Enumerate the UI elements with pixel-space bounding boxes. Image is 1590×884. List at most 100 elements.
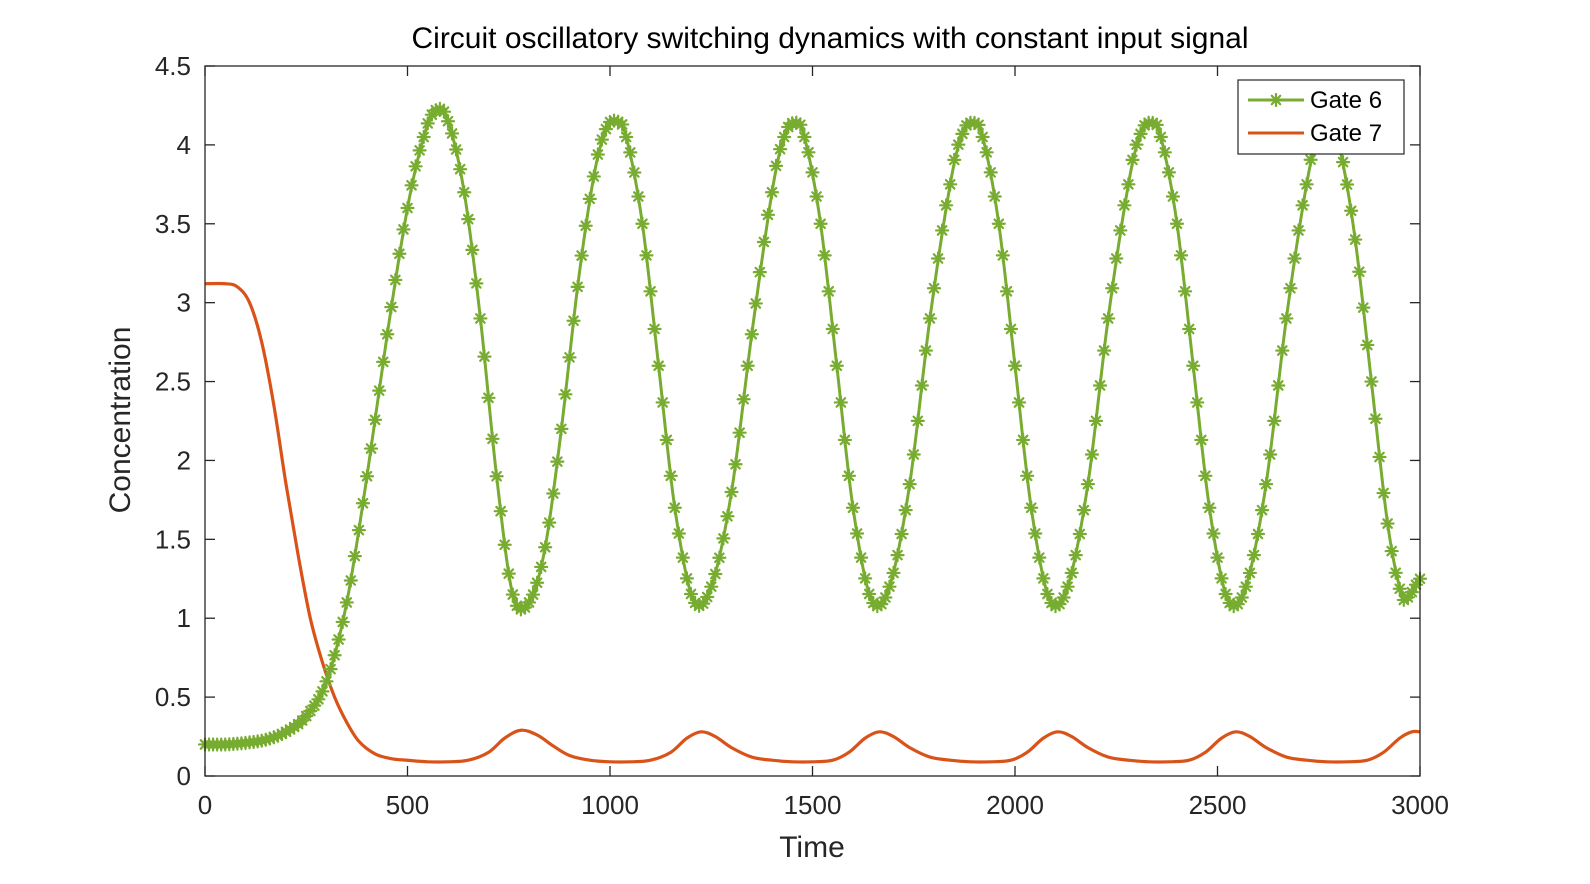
data-point-marker <box>1165 189 1181 204</box>
data-point-marker <box>1072 526 1087 542</box>
data-point-marker <box>1036 571 1051 586</box>
data-point-marker <box>319 674 334 689</box>
data-point-marker <box>582 191 597 206</box>
x-axis-title: Time <box>779 831 845 864</box>
data-point-marker <box>898 503 913 518</box>
data-point-marker <box>465 242 480 258</box>
data-point-marker <box>347 549 362 564</box>
data-point-marker <box>995 248 1010 263</box>
data-point-marker <box>635 216 650 231</box>
data-point-marker <box>359 469 375 484</box>
data-point-marker <box>740 358 755 373</box>
data-point-marker <box>659 432 674 448</box>
x-tick-label: 0 <box>198 790 212 820</box>
data-point-marker <box>546 486 561 501</box>
data-point-marker <box>368 412 383 427</box>
y-axis-title: Concentration <box>104 327 137 514</box>
x-tick-label: 2000 <box>986 790 1044 820</box>
y-tick-label: 4.5 <box>155 51 191 81</box>
data-point-marker <box>837 432 853 448</box>
data-point-marker <box>752 265 767 280</box>
data-point-marker <box>1024 500 1039 515</box>
data-point-marker <box>534 559 549 575</box>
data-point-marker <box>497 537 512 552</box>
data-point-marker <box>829 358 844 373</box>
data-point-marker <box>882 579 897 594</box>
data-point-marker <box>631 189 646 204</box>
data-point-marker <box>311 692 326 707</box>
data-point-marker <box>716 531 731 546</box>
data-point-marker <box>708 566 723 582</box>
data-point-marker <box>1157 145 1172 160</box>
data-point-marker <box>615 117 630 132</box>
data-point-marker <box>1303 152 1318 167</box>
data-point-marker <box>744 327 759 342</box>
data-point-marker <box>619 129 634 145</box>
data-point-marker <box>667 500 682 515</box>
data-point-marker <box>477 349 492 364</box>
data-point-marker <box>679 571 695 586</box>
y-tick-label: 4 <box>177 130 191 160</box>
data-point-marker <box>1384 543 1399 559</box>
data-point-marker <box>590 147 605 162</box>
data-point-marker <box>1068 548 1083 563</box>
data-point-marker <box>558 387 573 402</box>
data-point-marker <box>1177 284 1193 299</box>
legend: Gate 6 Gate 7 <box>1237 79 1405 155</box>
data-point-marker <box>926 281 942 296</box>
data-point-marker <box>853 550 869 565</box>
data-point-marker <box>720 509 735 524</box>
data-point-marker <box>1335 155 1351 170</box>
y-tick-label: 0.5 <box>155 682 191 712</box>
data-point-marker <box>542 515 557 530</box>
data-point-marker <box>979 145 994 160</box>
data-point-marker <box>805 165 820 180</box>
data-point-marker <box>1242 565 1258 581</box>
data-point-marker <box>1080 477 1096 492</box>
data-point-marker <box>983 165 998 180</box>
data-point-marker <box>1173 248 1189 263</box>
data-point-marker <box>643 284 658 299</box>
data-point-marker <box>1084 447 1100 462</box>
data-point-marker <box>1020 468 1035 483</box>
data-point-marker <box>1388 565 1403 580</box>
data-point-marker <box>930 251 946 266</box>
data-point-marker <box>594 132 610 147</box>
data-point-marker <box>906 447 921 462</box>
data-point-marker <box>1348 232 1363 247</box>
data-point-marker <box>1011 395 1027 410</box>
data-point-marker <box>1064 565 1079 581</box>
data-point-marker <box>1364 374 1379 389</box>
data-point-marker <box>1258 477 1274 492</box>
data-point-marker <box>1279 311 1294 326</box>
data-point-marker <box>1060 579 1075 594</box>
data-point-marker <box>696 596 711 611</box>
data-point-marker <box>566 313 581 328</box>
data-point-marker <box>400 200 415 216</box>
data-point-marker <box>651 358 666 373</box>
data-point-marker <box>639 248 654 263</box>
data-point-marker <box>934 223 950 238</box>
data-point-marker <box>712 550 727 565</box>
data-point-marker <box>453 162 468 177</box>
data-point-marker <box>987 189 1002 204</box>
data-point-marker <box>902 477 917 492</box>
data-point-marker <box>1254 503 1270 518</box>
data-point-marker <box>1234 590 1249 605</box>
data-point-marker <box>420 116 435 131</box>
data-point-marker <box>1129 137 1144 152</box>
data-point-marker <box>825 321 840 337</box>
y-tick-label: 3.5 <box>155 209 191 239</box>
data-point-marker <box>1125 152 1140 167</box>
data-point-marker <box>1210 550 1225 565</box>
data-point-marker <box>1088 413 1104 428</box>
data-point-marker <box>841 468 857 483</box>
data-point-marker <box>335 614 350 630</box>
data-point-marker <box>363 441 379 456</box>
data-point-marker <box>671 526 686 541</box>
y-tick-label: 0 <box>177 761 191 791</box>
data-point-marker <box>728 457 743 472</box>
data-point-marker <box>890 548 905 563</box>
y-tick-label: 3 <box>177 288 191 318</box>
legend-swatch-marker <box>1268 92 1284 108</box>
